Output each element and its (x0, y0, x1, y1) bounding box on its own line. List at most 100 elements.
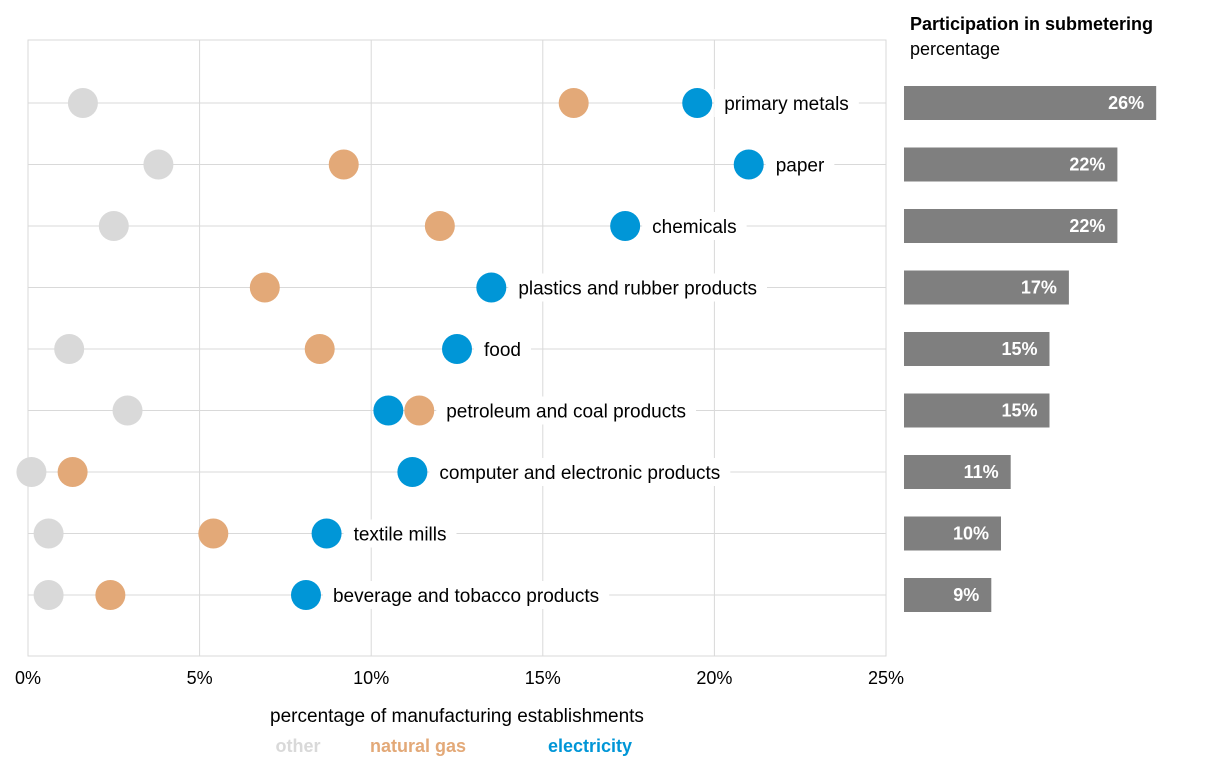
bar-value-label: 15% (1001, 401, 1037, 421)
label-background (508, 273, 768, 302)
submetering-bar (904, 209, 1118, 243)
submetering-bar (904, 455, 1011, 489)
bar-panel-subtitle: percentage (910, 39, 1000, 59)
electricity-dot (442, 334, 472, 364)
category-label: computer and electronic products (439, 463, 720, 484)
category-row: plastics and rubber products (28, 272, 886, 303)
category-row: petroleum and coal products (28, 395, 886, 426)
label-background (436, 396, 697, 425)
category-row: paper (28, 149, 886, 180)
bar-value-label: 22% (1069, 155, 1105, 175)
submetering-bar (904, 332, 1050, 366)
category-row: primary metals (28, 88, 886, 118)
category-label: chemicals (652, 217, 736, 238)
natural-gas-dot (404, 395, 435, 426)
natural-gas-dot (95, 580, 126, 610)
category-rows: primary metals paper chemicals plastics and… (16, 88, 886, 610)
natural-gas-dot (558, 88, 589, 118)
bars: 26% 22% 22% 17% 15% 15% 11% 10% 9% (904, 86, 1157, 612)
natural-gas-dot (424, 211, 455, 241)
other-dot (33, 580, 64, 610)
label-background (765, 150, 835, 179)
legend: other natural gas electricity (276, 736, 633, 756)
category-label: textile mills (354, 525, 447, 546)
bar-value-label: 11% (964, 462, 999, 482)
x-tick-label: 25% (868, 668, 904, 688)
legend-entry-natural-gas: natural gas (370, 736, 466, 756)
natural-gas-dot (304, 334, 335, 364)
electricity-dot (311, 518, 342, 549)
electricity-dot (373, 395, 404, 426)
x-tick-label: 5% (187, 668, 213, 688)
bar-group: 22% (904, 147, 1118, 182)
natural-gas-dot (249, 272, 280, 303)
category-label: petroleum and coal products (446, 402, 686, 423)
label-background (642, 212, 747, 240)
label-background (343, 519, 457, 548)
x-tick-label: 20% (696, 668, 732, 688)
submetering-bar (904, 516, 1001, 551)
plot-frame (27, 39, 887, 657)
bar-group: 15% (904, 393, 1050, 428)
electricity-dot (610, 211, 641, 241)
bar-value-label: 22% (1069, 216, 1105, 236)
category-label: beverage and tobacco products (333, 586, 599, 607)
category-row: chemicals (28, 211, 886, 241)
bar-value-label: 26% (1108, 93, 1144, 113)
bar-group: 11% (904, 455, 1011, 489)
category-label: paper (776, 156, 825, 177)
bar-group: 9% (904, 578, 992, 612)
legend-entry-electricity: electricity (548, 736, 632, 756)
bar-value-label: 10% (953, 524, 989, 544)
electricity-dot (733, 149, 764, 180)
category-label: food (484, 340, 521, 361)
bar-group: 26% (904, 86, 1157, 120)
bar-value-label: 15% (1001, 339, 1037, 359)
label-background (322, 581, 610, 609)
bar-group: 15% (904, 332, 1050, 366)
other-dot (33, 518, 64, 549)
natural-gas-dot (198, 518, 229, 549)
other-dot (16, 457, 47, 487)
bar-group: 10% (904, 516, 1001, 551)
x-tick-label: 15% (525, 668, 561, 688)
x-tick-label: 10% (353, 668, 389, 688)
label-background (474, 335, 531, 363)
other-dot (98, 211, 129, 241)
submetering-bar (904, 578, 992, 612)
submetering-bar-panel: Participation in submetering percentage … (904, 14, 1157, 612)
label-background (714, 89, 859, 117)
natural-gas-dot (57, 457, 88, 487)
category-row: food (28, 334, 886, 364)
category-label: plastics and rubber products (518, 279, 757, 300)
bar-value-label: 9% (953, 585, 979, 605)
other-dot (143, 149, 174, 180)
bar-group: 17% (904, 270, 1069, 305)
bar-panel-title: Participation in submetering (910, 14, 1153, 34)
submetering-bar (904, 270, 1069, 305)
category-row: beverage and tobacco products (28, 580, 886, 610)
submetering-bar (904, 147, 1118, 182)
category-row: textile mills (28, 518, 886, 549)
submetering-bar (904, 393, 1050, 428)
x-tick-labels: 0% 5% 10% 15% 20% 25% (15, 668, 904, 688)
category-row: computer and electronic products (16, 457, 886, 487)
label-background (429, 458, 731, 486)
category-label: primary metals (724, 94, 849, 115)
bar-group: 22% (904, 209, 1118, 243)
other-dot (54, 334, 85, 364)
dot-plot: primary metals paper chemicals plastics and… (15, 39, 904, 756)
electricity-dot (682, 88, 713, 118)
electricity-dot (476, 272, 507, 303)
other-dot (67, 88, 98, 118)
vertical-gridlines (199, 40, 715, 656)
x-tick-label: 0% (15, 668, 41, 688)
bar-value-label: 17% (1021, 278, 1057, 298)
submetering-bar (904, 86, 1157, 120)
other-dot (112, 395, 143, 426)
electricity-dot (290, 580, 321, 610)
x-axis-title: percentage of manufacturing establishmen… (270, 706, 644, 727)
legend-entry-other: other (276, 736, 321, 756)
natural-gas-dot (328, 149, 359, 180)
